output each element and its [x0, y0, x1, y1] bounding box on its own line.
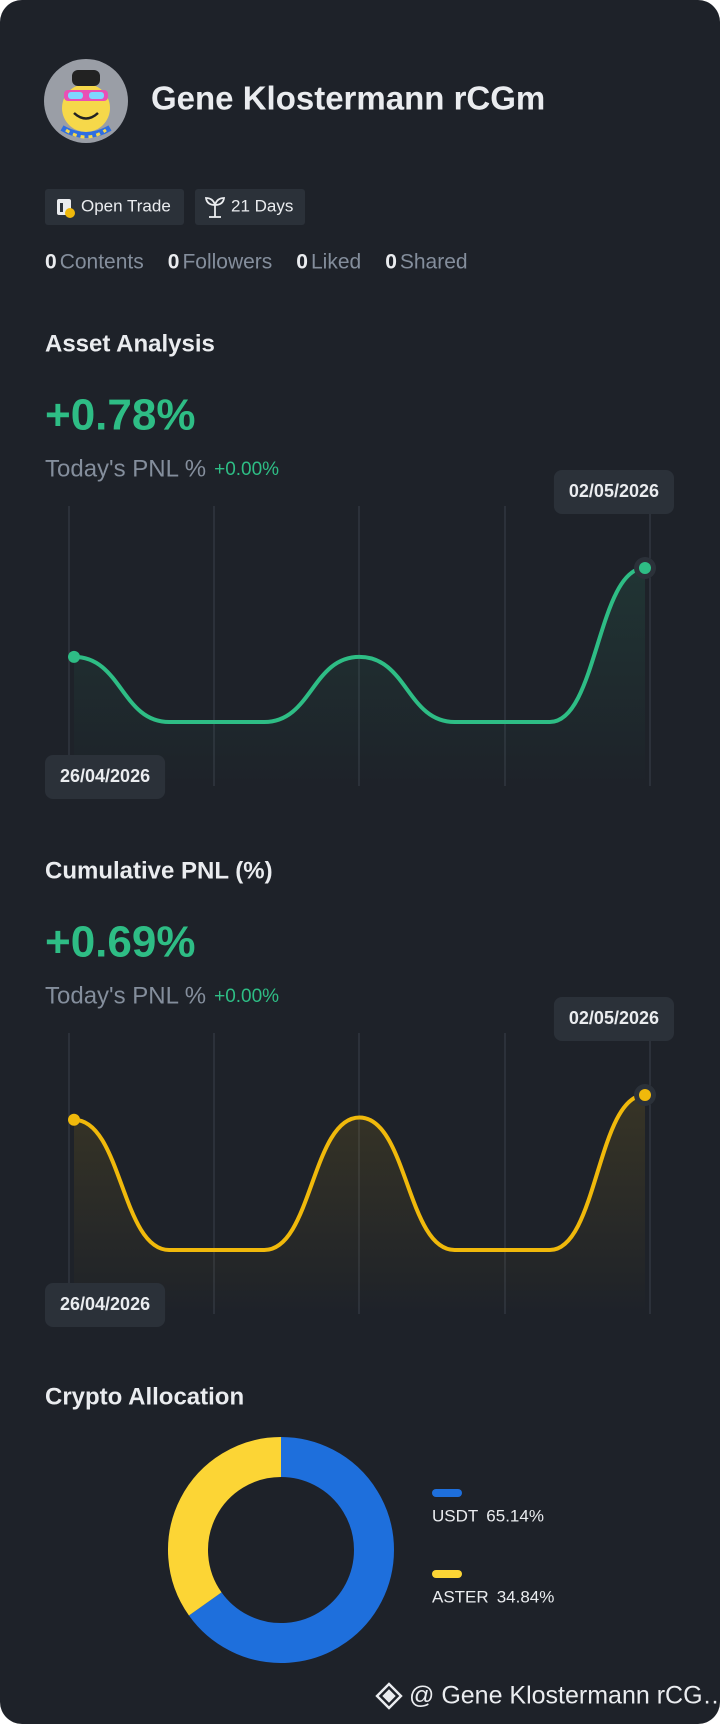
donut-segment	[188, 1437, 394, 1663]
badge-label: Open Trade	[81, 196, 171, 215]
date-tooltip	[45, 1283, 166, 1327]
pnl-value: +0.00%	[214, 986, 279, 1007]
point	[68, 650, 80, 663]
date-tooltip-text: 02/05/2026	[569, 1008, 659, 1028]
legend-swatch	[432, 1570, 462, 1578]
stat-count: 0	[168, 251, 180, 274]
section-title: Cumulative PNL (%)	[45, 857, 273, 884]
point	[639, 1089, 651, 1101]
line-area	[74, 568, 645, 786]
date-tooltip-text: 02/05/2026	[569, 481, 659, 501]
pnl-label: Today's PNL %	[45, 982, 206, 1009]
headline-value: +0.69%	[45, 918, 195, 967]
legend-label: ASTER	[432, 1587, 489, 1606]
legend-label: USDT	[432, 1506, 478, 1525]
section-title: Asset Analysis	[45, 330, 215, 357]
badge-label: 21 Days	[231, 196, 293, 215]
user-name: Gene Klostermann rCGm	[151, 80, 545, 117]
donut-segment	[168, 1437, 282, 1616]
headline-value: +0.78%	[45, 391, 195, 440]
sprout-icon	[204, 197, 226, 218]
date-tooltip	[553, 997, 674, 1041]
date-tooltip	[45, 755, 166, 799]
stat-count: 0	[45, 251, 57, 274]
pnl-value: +0.00%	[214, 459, 279, 480]
stat-label: Followers	[182, 251, 272, 274]
date-tooltip	[553, 470, 674, 514]
point	[68, 1113, 80, 1126]
point	[639, 562, 651, 574]
section-title: Crypto Allocation	[45, 1383, 244, 1410]
line-area	[74, 1095, 645, 1314]
avatar	[44, 59, 128, 143]
stat-count: 0	[385, 251, 397, 274]
line	[72, 566, 647, 725]
stat-label: Contents	[60, 251, 144, 274]
pnl-label: Today's PNL %	[45, 455, 206, 482]
footer-text: @ Gene Klostermann rCG…	[409, 1682, 720, 1710]
date-tooltip-text: 26/04/2026	[60, 1294, 150, 1314]
legend-swatch	[432, 1489, 462, 1497]
legend-value: 65.14%	[486, 1506, 544, 1525]
stats-row: 0 Contents 0 Followers 0 Liked 0 Shared	[45, 251, 468, 274]
binance-logo	[375, 1682, 403, 1710]
stat-label: Shared	[400, 251, 468, 274]
line	[72, 1093, 647, 1253]
charts: 02/05/2026 26/04/2026 02/05/2026 26/04/2026…	[45, 470, 674, 1663]
legend-value: 34.84%	[497, 1587, 555, 1606]
date-tooltip-text: 26/04/2026	[60, 766, 150, 786]
stat-label: Liked	[311, 251, 361, 274]
open-trade-icon	[57, 199, 75, 218]
badge	[45, 189, 184, 225]
stat-count: 0	[296, 251, 308, 274]
